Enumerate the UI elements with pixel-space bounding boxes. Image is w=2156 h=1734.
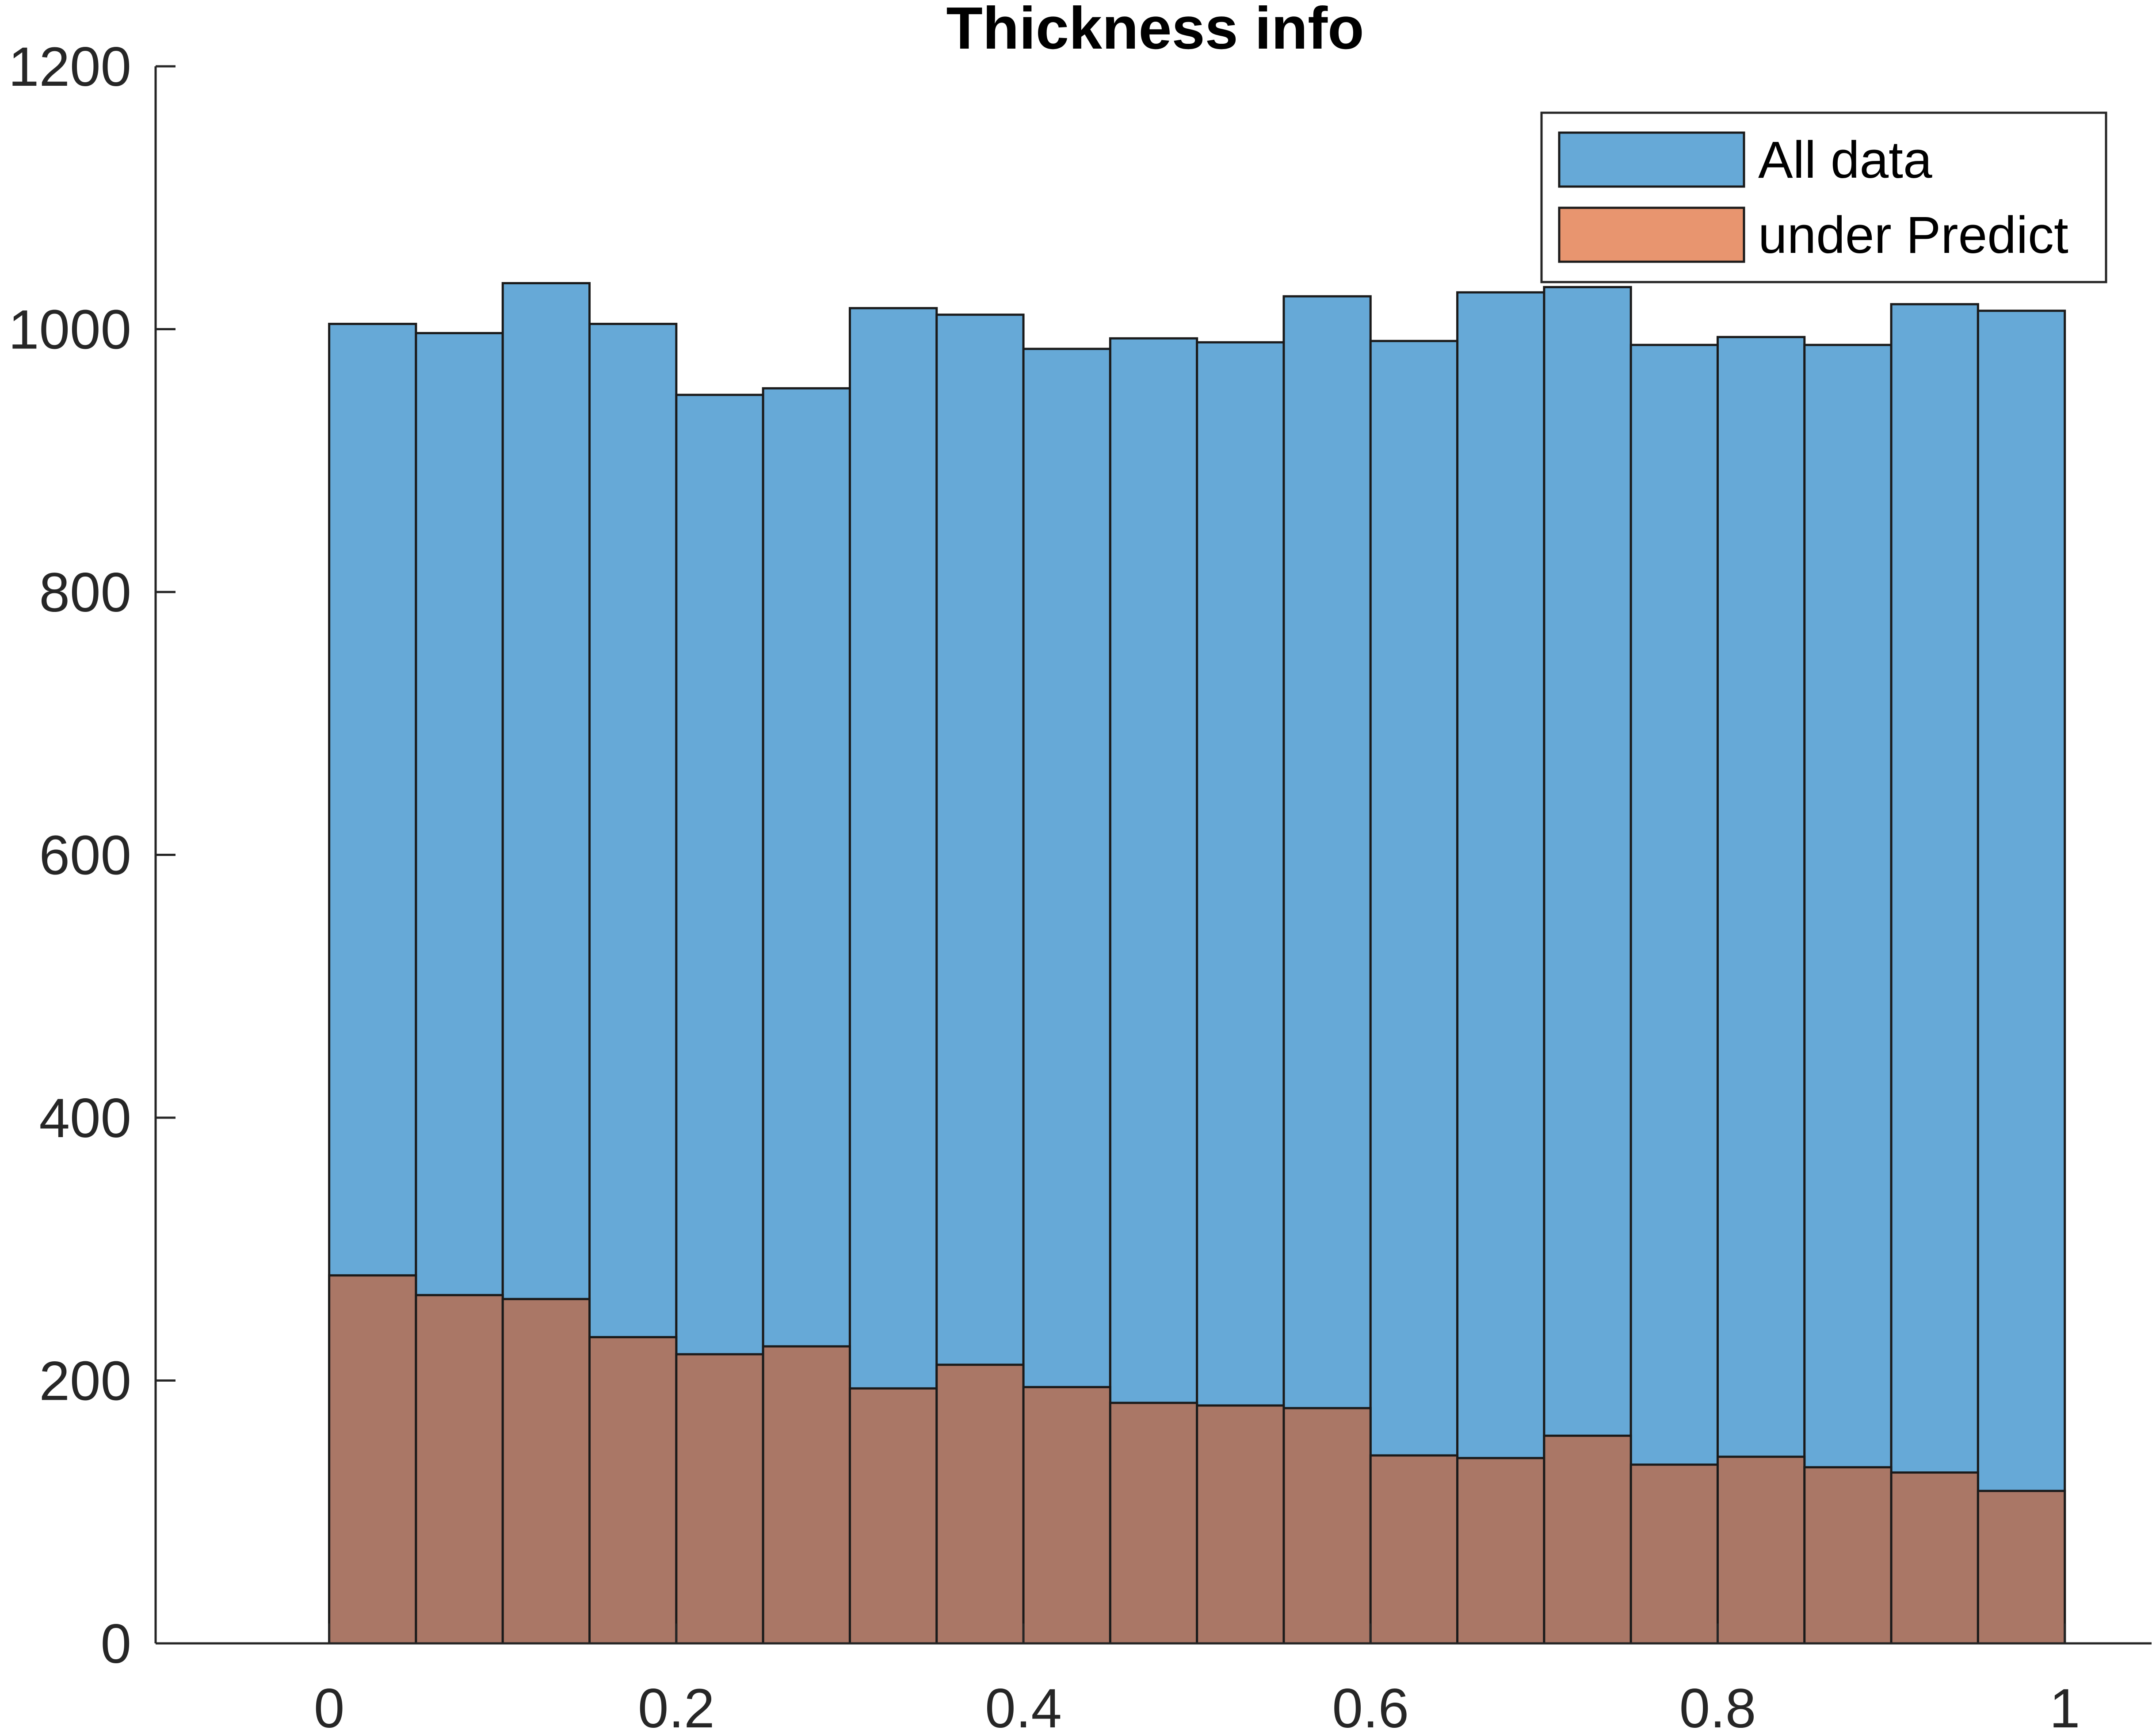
- legend-label-1: under Predict: [1758, 206, 2068, 264]
- bar-under-predict-6: [848, 1387, 938, 1645]
- bar-under-predict-18: [1890, 1471, 1979, 1645]
- legend: All data under Predict: [1540, 111, 2107, 283]
- legend-swatch-under-predict: [1558, 206, 1745, 263]
- x-tick-label-5: 1: [2049, 1678, 2080, 1732]
- y-tick-label-1: 200: [39, 1351, 131, 1412]
- x-tick-label-1: 0.2: [638, 1678, 715, 1732]
- bar-under-predict-12: [1369, 1454, 1459, 1645]
- bar-all-data-15: [1629, 344, 1719, 1645]
- bar-under-predict-16: [1716, 1455, 1806, 1645]
- axes: 0 200 400 600 800 1000 1200 0 0.2 0.4 0.6 0.8 1: [8, 36, 2152, 1734]
- bar-under-predict-0: [328, 1274, 417, 1645]
- x-tick-label-0: 0: [314, 1678, 345, 1732]
- bar-under-predict-15: [1629, 1463, 1719, 1645]
- chart-title: Thickness info: [946, 0, 1364, 61]
- bar-under-predict-2: [501, 1298, 591, 1645]
- y-tick-label-3: 600: [39, 825, 131, 886]
- bar-under-predict-10: [1196, 1404, 1285, 1645]
- y-tick-label-4: 800: [39, 562, 131, 623]
- under-predict-bars: [328, 1274, 2066, 1645]
- bar-under-predict-19: [1977, 1490, 2066, 1645]
- x-tick-label-4: 0.8: [1679, 1678, 1756, 1732]
- bar-under-predict-14: [1543, 1434, 1632, 1645]
- bar-all-data-17: [1803, 344, 1893, 1645]
- y-tick-label-5: 1000: [8, 299, 131, 361]
- bar-under-predict-17: [1803, 1466, 1893, 1645]
- bar-under-predict-13: [1456, 1457, 1545, 1645]
- y-tick-label-2: 400: [39, 1088, 131, 1149]
- legend-label-0: All data: [1758, 131, 1932, 189]
- bar-under-predict-11: [1282, 1407, 1372, 1645]
- bar-under-predict-8: [1022, 1386, 1111, 1645]
- bar-all-data-19: [1977, 309, 2066, 1645]
- bar-under-predict-1: [415, 1294, 504, 1645]
- bar-all-data-16: [1716, 336, 1806, 1645]
- bar-under-predict-9: [1109, 1402, 1198, 1645]
- bar-under-predict-7: [935, 1364, 1025, 1645]
- y-tick-label-6: 1200: [8, 36, 131, 98]
- x-tick-label-3: 0.6: [1332, 1678, 1409, 1732]
- bar-all-data-12: [1369, 340, 1459, 1645]
- y-tick-label-0: 0: [100, 1613, 131, 1675]
- x-tick-label-2: 0.4: [985, 1678, 1062, 1732]
- bar-under-predict-3: [588, 1336, 678, 1645]
- legend-swatch-all-data: [1558, 131, 1745, 188]
- bar-under-predict-4: [675, 1353, 764, 1645]
- bar-under-predict-5: [762, 1345, 851, 1645]
- bar-all-data-13: [1456, 291, 1545, 1645]
- bar-all-data-18: [1890, 303, 1979, 1645]
